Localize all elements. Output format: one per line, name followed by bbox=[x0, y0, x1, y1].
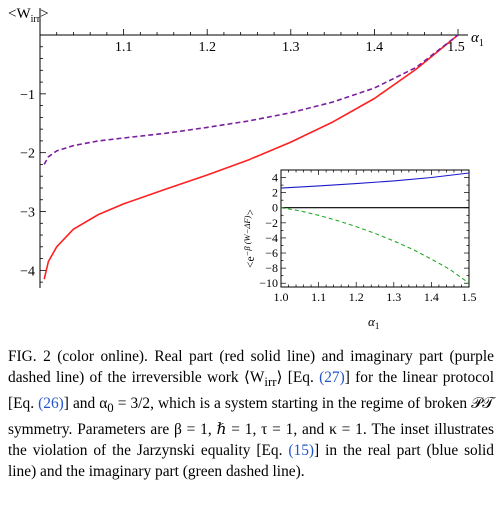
inset-x-tick-label: 1.0 bbox=[274, 290, 289, 304]
main-x-tick-label: 1.4 bbox=[366, 40, 384, 55]
inset-x-tick-label: 1.1 bbox=[311, 290, 326, 304]
equation-link-26[interactable]: (26) bbox=[38, 395, 64, 413]
caption-text: ] for the linear protocol [Eq. bbox=[8, 369, 494, 413]
inset-chart: 1.0 1.1 1.2 1.3 1.4 1.5 420−2−4−6−8−10 <e−β (W… bbox=[242, 163, 484, 330]
inset-x-tick-label: 1.4 bbox=[424, 290, 439, 304]
equation-link-15[interactable]: (15) bbox=[288, 442, 315, 460]
main-axes: 1.1 1.2 1.3 1.4 1.5 −1 −2 −3 −4 bbox=[20, 8, 468, 288]
main-series bbox=[43, 34, 459, 280]
inset-x-tick-label: 1.5 bbox=[462, 290, 477, 304]
inset-frame bbox=[280, 169, 470, 288]
inset-y-tick-label: 2 bbox=[272, 186, 278, 200]
main-y-tick-label: −2 bbox=[20, 147, 35, 162]
caption-text: ] in the real part (blue solid line) and… bbox=[8, 442, 495, 481]
inset-axes: 1.0 1.1 1.2 1.3 1.4 1.5 420−2−4−6−8−10 bbox=[259, 170, 477, 304]
inset-real-part-blue-line bbox=[280, 172, 470, 189]
inset-y-tick-label: −6 bbox=[265, 246, 278, 260]
figure-caption: FIG. 2 (color online). Real part (red so… bbox=[8, 346, 494, 482]
main-x-tick-label: 1.3 bbox=[282, 40, 300, 55]
equation-link-27[interactable]: (27) bbox=[319, 369, 345, 386]
main-y-tick-label: −4 bbox=[20, 264, 35, 279]
inset-x-axis-label: α1 bbox=[368, 314, 379, 330]
inset-y-tick-label: −8 bbox=[265, 261, 278, 275]
caption-text: = 3/2, which is a system starting in the… bbox=[8, 395, 495, 460]
caption-text: (color online). Real part (red solid lin… bbox=[8, 348, 494, 386]
main-x-tick-label: 1.1 bbox=[115, 40, 133, 55]
inset-y-tick-label: −10 bbox=[259, 276, 278, 290]
caption-figure-label: FIG. 2 bbox=[8, 348, 51, 365]
imaginary-part-dashed-line bbox=[43, 34, 459, 165]
main-x-tick-label: 1.5 bbox=[447, 40, 465, 55]
inset-x-tick-label: 1.3 bbox=[386, 290, 401, 304]
inset-y-axis-label: <e−β (W−ΔF)> bbox=[242, 209, 257, 268]
inset-series bbox=[280, 172, 470, 284]
real-part-solid-line bbox=[43, 34, 459, 280]
inset-y-tick-label: −2 bbox=[265, 216, 278, 230]
caption-text: ] and α bbox=[63, 395, 108, 413]
inset-y-tick-label: −4 bbox=[265, 231, 278, 245]
inset-y-tick-label: 0 bbox=[272, 201, 278, 215]
main-chart: <Wirr> α1 1.1 1.2 1.3 1.4 1.5 −1 −2 −3 −4 bbox=[8, 6, 484, 288]
figure-2: <Wirr> α1 1.1 1.2 1.3 1.4 1.5 −1 −2 −3 −4 1.0 1.1… bbox=[8, 6, 484, 330]
main-x-tick-label: 1.2 bbox=[198, 40, 216, 55]
main-y-tick-label: −3 bbox=[20, 206, 35, 221]
caption-subscript-0: 0 bbox=[107, 401, 114, 416]
main-y-tick-label: −1 bbox=[20, 88, 35, 103]
caption-subscript-irr: irr bbox=[264, 375, 277, 390]
main-x-axis-label: α1 bbox=[471, 30, 484, 49]
inset-background bbox=[256, 163, 484, 313]
inset-y-tick-label: 4 bbox=[272, 171, 278, 185]
inset-imaginary-part-green-dashed-line bbox=[280, 207, 470, 284]
inset-x-tick-label: 1.2 bbox=[349, 290, 364, 304]
main-y-axis-label: <Wirr> bbox=[8, 6, 49, 25]
caption-text: ⟩ [Eq. bbox=[276, 369, 320, 386]
